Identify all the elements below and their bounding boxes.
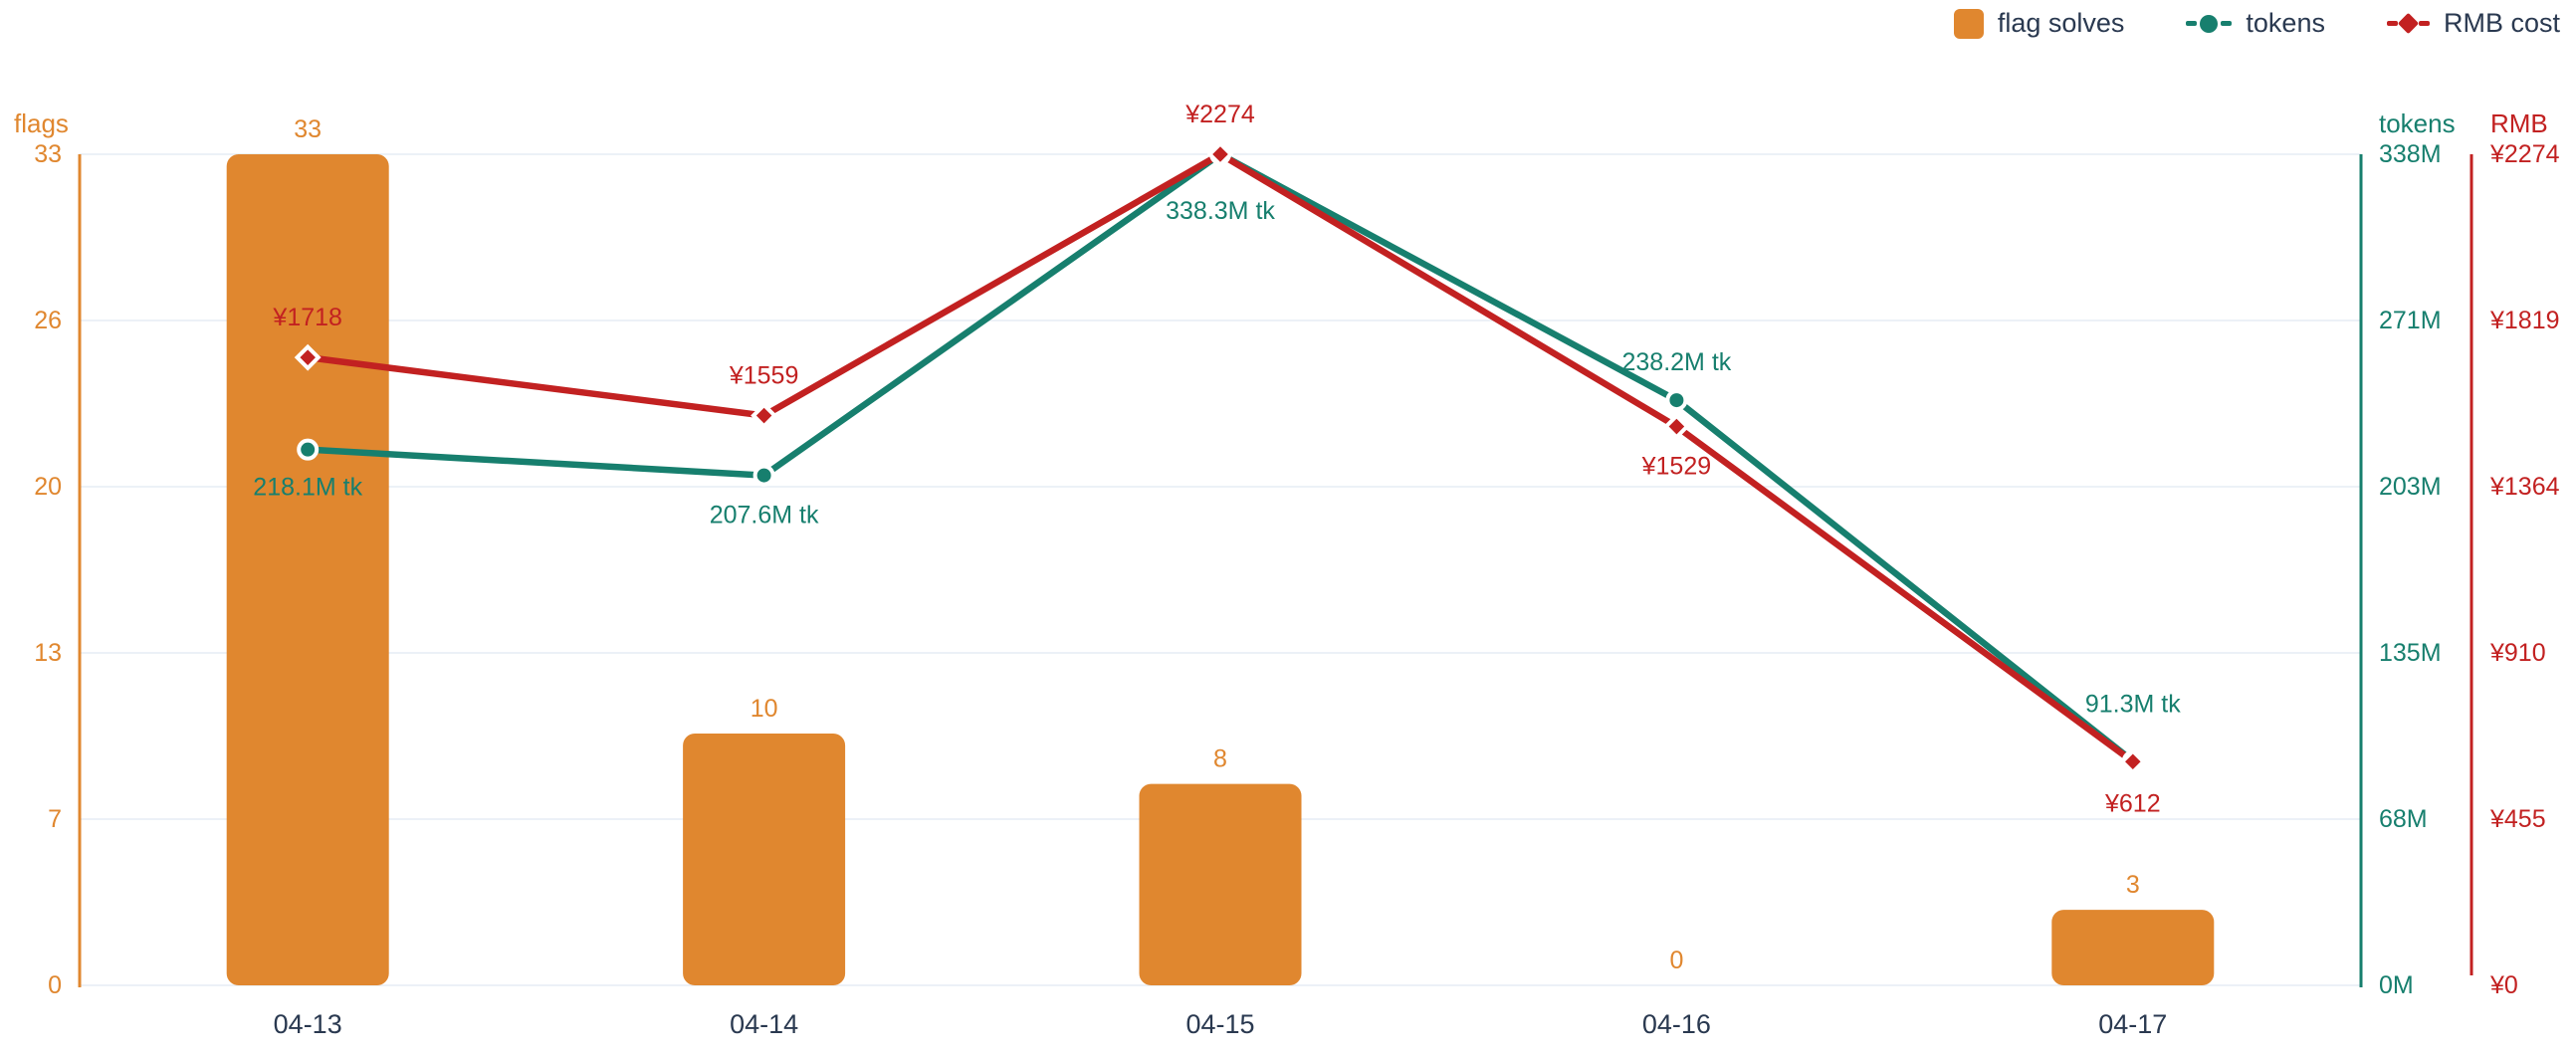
bar-04-13[interactable] [226, 154, 389, 985]
tokens-line [308, 150, 2135, 764]
legend-item-rmb-cost[interactable]: RMB cost [2386, 8, 2560, 39]
rmb-value-label: ¥1529 [1641, 453, 1712, 481]
flags-tick-label: 7 [48, 805, 62, 833]
tokens-tick-label: 135M [2379, 639, 2442, 667]
flags-tick-label: 26 [34, 307, 62, 334]
tokens-point-04-16[interactable] [1665, 389, 1688, 412]
tokens-tick-label: 0M [2379, 971, 2414, 999]
rmb-point-04-16[interactable] [1662, 413, 1690, 440]
rmb-point-04-15[interactable] [1206, 140, 1234, 168]
tokens-value-label: 238.2M tk [1622, 348, 1732, 376]
rmb-value-label: ¥1718 [272, 304, 342, 331]
rmb-tick-label: ¥2274 [2489, 140, 2560, 168]
rmb-point-04-13[interactable] [294, 343, 322, 371]
rmb-tick-label: ¥1819 [2489, 307, 2560, 334]
rmb-tick-label: ¥0 [2489, 971, 2518, 999]
x-axis-label: 04-15 [1185, 1009, 1254, 1039]
bar-value-label: 0 [1669, 947, 1683, 974]
bar-04-17[interactable] [2051, 910, 2215, 985]
rmb-line [307, 150, 2135, 764]
line-dot-icon [2186, 14, 2233, 33]
legend-item-flag-solves[interactable]: flag solves [1953, 8, 2125, 39]
tokens-tick-label: 203M [2379, 473, 2442, 501]
flags-tick-label: 33 [34, 140, 62, 168]
legend-label-tokens: tokens [2246, 8, 2325, 38]
bar-value-label: 33 [294, 115, 322, 143]
line-diamond-icon [2386, 12, 2430, 35]
bar-swatch-icon [1953, 8, 1984, 39]
rmb-tick-label: ¥455 [2489, 805, 2546, 833]
legend-item-tokens[interactable]: tokens [2186, 8, 2325, 39]
legend: flag solves tokens RMB cost [1953, 8, 2560, 39]
tokens-point-04-14[interactable] [752, 464, 775, 487]
tokens-value-label: 218.1M tk [253, 474, 362, 502]
rmb-tick-label: ¥910 [2489, 639, 2546, 667]
bar-value-label: 3 [2126, 871, 2140, 899]
tokens-tick-label: 68M [2379, 805, 2428, 833]
tokens-value-label: 338.3M tk [1166, 197, 1275, 225]
rmb-value-label: ¥612 [2104, 789, 2161, 817]
legend-label-flag-solves: flag solves [1997, 8, 2125, 38]
flags-tick-label: 13 [34, 639, 62, 667]
tokens-value-label: 91.3M tk [2085, 691, 2181, 719]
tokens-tick-label: 338M [2379, 140, 2442, 168]
rmb-point-04-14[interactable] [751, 402, 778, 429]
legend-label-rmb-cost: RMB cost [2443, 8, 2560, 38]
rmb-tick-label: ¥1364 [2489, 473, 2560, 501]
bar-value-label: 8 [1213, 745, 1227, 773]
tokens-point-04-13[interactable] [297, 438, 320, 461]
x-axis-label: 04-17 [2098, 1009, 2167, 1039]
x-axis-label: 04-14 [730, 1009, 798, 1039]
bar-04-14[interactable] [683, 733, 846, 985]
tokens-tick-label: 271M [2379, 307, 2442, 334]
bar-04-15[interactable] [1139, 783, 1302, 985]
x-axis-label: 04-16 [1642, 1009, 1711, 1039]
flags-axis-title: flags [14, 108, 69, 138]
bar-value-label: 10 [751, 695, 778, 723]
tokens-axis-title: tokens [2379, 108, 2456, 138]
rmb-point-04-17[interactable] [2119, 747, 2147, 775]
rmb-value-label: ¥1559 [729, 362, 799, 390]
flags-tick-label: 0 [48, 971, 62, 999]
x-axis-label: 04-13 [274, 1009, 342, 1039]
rmb-value-label: ¥2274 [1184, 101, 1255, 128]
tokens-value-label: 207.6M tk [710, 502, 819, 530]
flags-tick-label: 20 [34, 473, 62, 501]
rmb-axis-title: RMB [2490, 108, 2548, 138]
